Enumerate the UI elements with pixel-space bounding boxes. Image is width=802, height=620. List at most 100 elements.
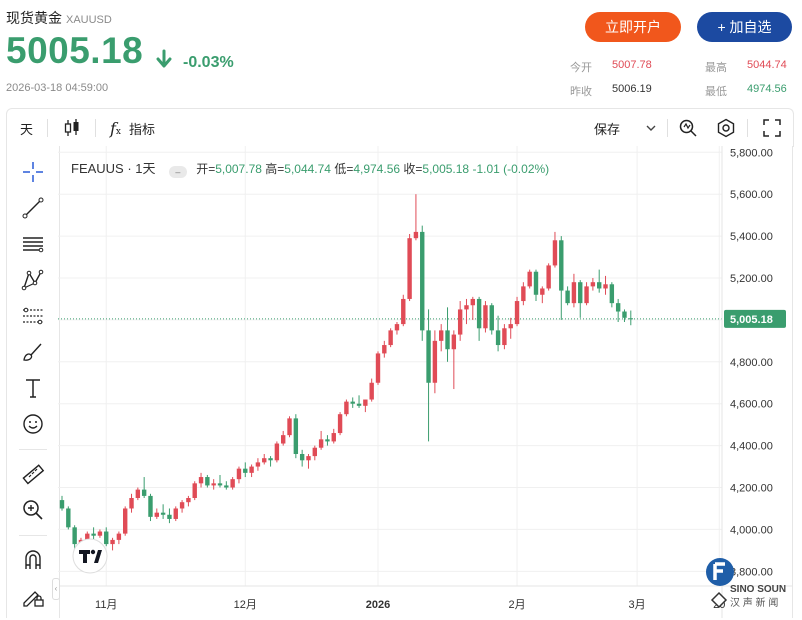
candle-body xyxy=(603,284,608,289)
candle-body xyxy=(287,418,292,436)
fibonacci-icon[interactable] xyxy=(21,304,45,328)
candle xyxy=(603,275,608,295)
fullscreen-icon xyxy=(763,119,781,137)
x-axis: 11月12月20262月3月20 xyxy=(58,585,792,611)
text-icon[interactable] xyxy=(21,376,45,400)
save-label: 保存 xyxy=(594,121,621,137)
candle xyxy=(401,294,406,327)
candle-body xyxy=(571,282,577,304)
candlestick-chart[interactable]: 5,800.005,600.005,400.005,200.005,000.00… xyxy=(58,146,792,618)
candle-body xyxy=(483,305,488,329)
candle xyxy=(464,298,469,325)
candle xyxy=(243,462,248,478)
y-tick-label: 4,400.00 xyxy=(730,441,773,453)
candle xyxy=(135,487,141,501)
quick-search-button[interactable] xyxy=(678,109,698,147)
tool-divider xyxy=(19,535,47,536)
candle-body xyxy=(457,309,463,335)
candle xyxy=(104,527,109,547)
candle-body xyxy=(268,458,273,461)
fullscreen-button[interactable] xyxy=(763,109,781,147)
candle-body xyxy=(306,456,311,461)
candle-body xyxy=(281,435,286,444)
grid xyxy=(58,146,722,586)
candle xyxy=(110,537,115,551)
y-tick-label: 4,000.00 xyxy=(730,524,773,536)
collapse-sidebar-handle[interactable]: ‹ xyxy=(52,578,60,600)
interval-selector[interactable]: 天 xyxy=(20,121,34,137)
zoom-in-icon[interactable] xyxy=(21,498,45,522)
candle xyxy=(306,454,311,469)
y-tick-label: 4,800.00 xyxy=(730,357,773,369)
candlestick-type-button[interactable] xyxy=(63,109,81,147)
candle xyxy=(432,330,438,394)
candle xyxy=(299,449,305,467)
candle-body xyxy=(533,271,539,295)
ruler-icon[interactable] xyxy=(21,462,45,486)
candle-body xyxy=(173,508,178,519)
magnet-icon[interactable] xyxy=(21,548,45,572)
candle xyxy=(230,477,235,490)
candle xyxy=(502,324,507,350)
candle-body xyxy=(426,330,431,383)
crosshair-icon[interactable] xyxy=(21,160,45,184)
candle-body xyxy=(521,286,526,302)
candle-body xyxy=(211,483,216,486)
toolbar-divider xyxy=(95,119,96,137)
candle-body xyxy=(186,498,191,503)
candle xyxy=(407,234,412,302)
candle xyxy=(116,531,122,545)
candle-body xyxy=(508,324,513,329)
candle-body xyxy=(363,399,368,406)
toolbar-divider xyxy=(747,119,748,137)
candle-body xyxy=(578,282,583,304)
candle-body xyxy=(375,353,381,383)
save-button[interactable]: 保存 xyxy=(594,109,620,147)
candle-body xyxy=(255,462,261,467)
candle-body xyxy=(432,340,438,383)
candle-body xyxy=(72,527,77,545)
candle-body xyxy=(97,531,103,536)
candle-body xyxy=(129,498,134,509)
candle-body xyxy=(401,298,406,325)
candle xyxy=(622,309,627,322)
candle xyxy=(281,430,286,446)
legend-collapse-icon[interactable]: – xyxy=(168,166,187,178)
price-chart[interactable]: 5,800.005,600.005,400.005,200.005,000.00… xyxy=(52,146,793,618)
candles-icon xyxy=(64,119,79,136)
candle-body xyxy=(476,298,482,329)
candle-body xyxy=(451,334,457,350)
candle-body xyxy=(85,533,90,540)
candle xyxy=(615,298,621,322)
brush-icon[interactable] xyxy=(21,340,45,364)
candle xyxy=(356,395,362,408)
candle xyxy=(350,397,355,408)
indicators-button[interactable]: fx 指标 xyxy=(110,109,155,147)
candle xyxy=(344,399,349,417)
candle xyxy=(521,282,526,306)
trend-line-icon[interactable] xyxy=(21,196,45,220)
prev-close-label: 昨收 xyxy=(570,86,592,98)
candle-body xyxy=(464,305,469,310)
candle-body xyxy=(66,508,71,528)
candle xyxy=(546,263,551,291)
legend-close: 5,005.18 xyxy=(422,162,470,176)
horizontal-lines-icon[interactable] xyxy=(21,232,45,256)
candle-body xyxy=(123,508,128,534)
candle xyxy=(211,479,216,490)
candle xyxy=(59,495,65,511)
add-watchlist-button[interactable]: + 加自选 xyxy=(697,12,792,42)
open-account-button[interactable]: 立即开户 xyxy=(585,12,681,42)
candle xyxy=(420,225,425,341)
save-menu-button[interactable] xyxy=(645,109,657,147)
lock-drawing-icon[interactable] xyxy=(21,584,45,608)
legend-symbol: FEAUUS · 1天 xyxy=(71,161,156,176)
candle xyxy=(527,269,532,289)
settings-button[interactable] xyxy=(716,109,736,147)
candle xyxy=(123,506,128,536)
candle-body xyxy=(559,240,564,291)
pattern-icon[interactable] xyxy=(21,268,45,292)
candle xyxy=(160,504,166,519)
emoji-icon[interactable] xyxy=(21,412,45,436)
x-tick-label: 11月 xyxy=(95,599,117,611)
